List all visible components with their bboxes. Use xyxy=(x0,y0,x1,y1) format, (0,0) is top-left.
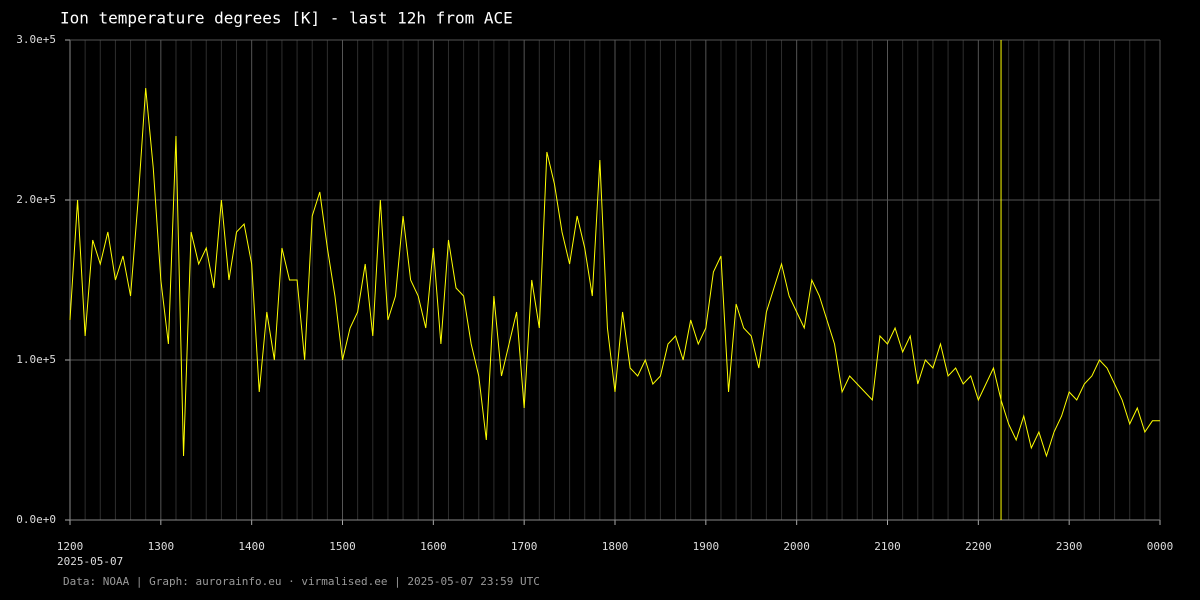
x-tick-label: 2300 xyxy=(1056,540,1083,553)
x-tick-label: 2100 xyxy=(874,540,901,553)
y-tick-label: 3.0e+5 xyxy=(16,33,56,46)
x-tick-label: 1200 xyxy=(57,540,84,553)
chart-title: Ion temperature degrees [K] - last 12h f… xyxy=(60,9,513,28)
y-tick-label: 0.0e+0 xyxy=(16,513,56,526)
x-tick-label: 1700 xyxy=(511,540,538,553)
x-tick-label: 1400 xyxy=(238,540,265,553)
x-tick-label: 1500 xyxy=(329,540,356,553)
x-tick-label: 1600 xyxy=(420,540,447,553)
y-tick-label: 2.0e+5 xyxy=(16,193,56,206)
x-tick-label: 1900 xyxy=(693,540,720,553)
footer: Data: NOAA | Graph: aurorainfo.eu · virm… xyxy=(63,575,540,588)
x-tick-label: 0000 xyxy=(1147,540,1174,553)
x-sublabel: 2025-05-07 xyxy=(57,555,123,568)
x-tick-label: 1300 xyxy=(148,540,175,553)
x-tick-label: 2200 xyxy=(965,540,992,553)
x-tick-label: 2000 xyxy=(783,540,810,553)
data-line xyxy=(69,87,1160,458)
y-tick-label: 1.0e+5 xyxy=(16,353,56,366)
x-tick-label: 1800 xyxy=(602,540,629,553)
